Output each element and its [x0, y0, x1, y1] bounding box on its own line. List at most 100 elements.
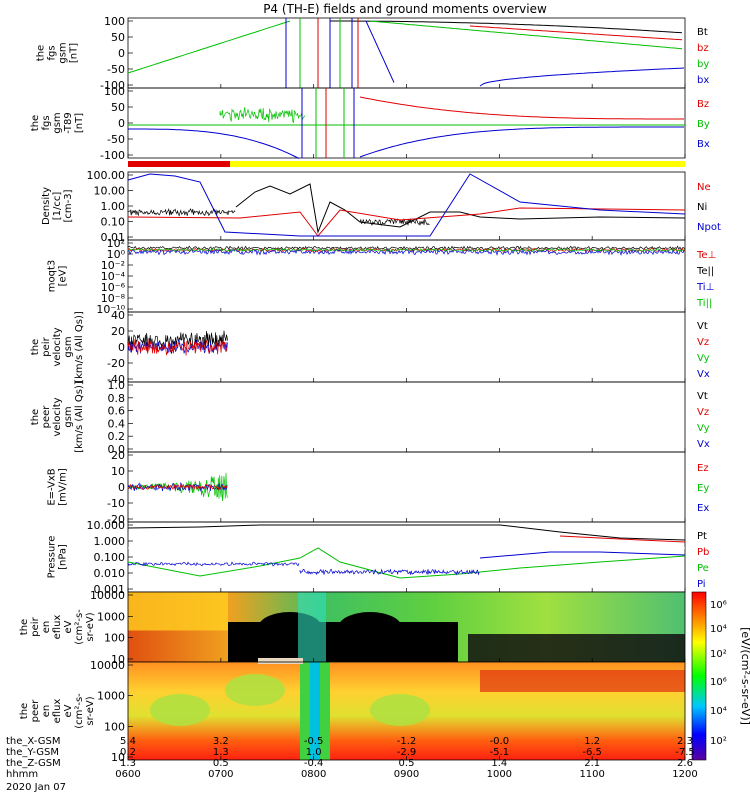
y-axis-label-line: Density: [41, 187, 52, 225]
x-tick-value-x: 5.4: [120, 736, 136, 747]
legend-by: by: [697, 59, 709, 70]
y-tick-label: 40: [111, 309, 125, 322]
y-tick-label: 1.000: [94, 535, 126, 548]
legend-Pi: Pi: [697, 579, 706, 590]
x-tick-value-y: 0.2: [120, 747, 136, 758]
colorbar-tick-label: 10⁴: [710, 624, 727, 635]
legend-Te⊥: Te⊥: [696, 250, 716, 261]
y-tick-label: 0: [118, 481, 125, 494]
y-tick-label: 100: [104, 720, 125, 733]
y-axis-label: thepeirvelocitygsm[km/s (All Qs)]: [30, 311, 85, 383]
x-tick-value-x: 1.2: [584, 736, 600, 747]
x-tick-value-t: 0600: [115, 769, 140, 780]
x-tick-value-z: 2.6: [677, 758, 693, 769]
y-axis-label-line: velocity: [52, 397, 63, 436]
electron-mode-bar: [258, 658, 303, 664]
y-axis-label-line: the: [36, 45, 47, 61]
series-Ni: [128, 209, 235, 216]
y-axis-label-line: gsm: [63, 406, 74, 427]
colorbar-tick-label: 10²: [710, 649, 727, 660]
x-tick-value-z: 0.5: [213, 758, 229, 769]
legend-Bz: Bz: [697, 99, 709, 110]
colorbar-tick-label: 10⁶: [710, 600, 727, 611]
y-axis-label-line: moqt3: [47, 260, 58, 293]
y-tick-label: 0.100: [94, 551, 126, 564]
legend-Pb: Pb: [697, 547, 709, 558]
y-tick-label: 10.000: [87, 519, 126, 532]
legend-Pe: Pe: [697, 563, 709, 574]
y-axis-label-line: eV: [63, 704, 74, 717]
ion-dark-region-1: [338, 612, 402, 644]
y-axis-label-line: peir: [41, 336, 52, 356]
y-axis-label-line: velocity: [52, 327, 63, 366]
series-bx: [480, 68, 684, 86]
colorbar: 10⁶ 10⁴ 10² 10⁶ 10⁴ 10² [eV/(cm²-s-sr-eV)]: [692, 592, 750, 760]
y-tick-label: 20: [111, 449, 125, 462]
mode-bar-yellow: [230, 161, 685, 167]
series-Npot: [128, 174, 685, 236]
legend-Vx: Vx: [697, 439, 710, 450]
y-axis-label-line: [nT]: [74, 113, 85, 133]
x-row-label: the_Z-GSM: [6, 758, 61, 769]
y-tick-label: 20: [111, 325, 125, 338]
y-axis-label-line: fgs: [47, 45, 58, 60]
y-axis-label-line: the: [30, 115, 41, 131]
y-axis-label-line: the: [19, 703, 30, 719]
series-By-noise: [220, 107, 305, 122]
y-tick-label: -100: [100, 149, 125, 162]
legend-Ey: Ey: [697, 483, 709, 494]
y-axis-label-line: peer: [41, 405, 52, 429]
y-tick-label: 0.10: [101, 216, 126, 229]
legend-Npot: Npot: [697, 222, 721, 233]
y-axis-label-line: gsm: [58, 42, 69, 63]
y-tick-label: 50: [111, 101, 125, 114]
y-axis-label: E=-VxB[mV/m]: [47, 468, 69, 506]
panel-peir_en: 10000 1000 100 10 thepeirenefluxeV(cm²-s-sr-…: [19, 589, 685, 666]
y-axis-label-line: E=-VxB: [47, 468, 58, 505]
panel-frame: [128, 382, 685, 452]
y-tick-label: 1.0: [108, 379, 126, 392]
y-axis-label-line: the: [30, 409, 41, 425]
legend-Te||: Te||: [696, 266, 714, 277]
y-axis-label-line: [km/s (All Qs)]: [74, 311, 85, 383]
legend-Vt: Vt: [697, 391, 708, 402]
panel-frame: [128, 88, 685, 158]
mode-bar-red: [128, 161, 230, 167]
x-tick-value-x: 3.2: [213, 736, 229, 747]
y-tick-label: 100: [104, 15, 125, 28]
x-tick-value-t: 0900: [394, 769, 419, 780]
y-axis-label-line: eflux: [52, 615, 63, 640]
y-tick-label: 10000: [90, 659, 125, 672]
y-axis-label-line: sr-eV): [85, 612, 96, 641]
panel-fgs_delta: 100 50 0 -50 -100 thefgsgsm-T89[nT] Bz By Bx: [30, 85, 710, 162]
series-gap: [128, 548, 685, 549]
series-Bx-2: [360, 127, 684, 157]
y-tick-label: 10.00: [94, 185, 126, 198]
colorbar-tick-label: 10⁴: [710, 706, 727, 717]
x-tick-value-t: 1200: [672, 769, 697, 780]
x-tick-value-z: 2.1: [584, 758, 600, 769]
y-axis-label-line: [mV/m]: [58, 468, 69, 506]
legend-By: By: [697, 119, 710, 130]
y-tick-label: 50: [111, 31, 125, 44]
series-bx-curve: [366, 21, 394, 83]
series-Ni-noise: [360, 219, 430, 225]
y-tick-label: 0.010: [94, 567, 126, 580]
panel-frame: [128, 18, 685, 88]
y-axis-label-line: gsm: [52, 112, 63, 133]
y-axis-label-line: -T89: [63, 112, 74, 134]
y-tick-label: 100.00: [87, 169, 126, 182]
series-Ni-2: [236, 184, 685, 232]
legend-Vz: Vz: [697, 407, 709, 418]
y-axis-label-line: gsm: [63, 336, 74, 357]
y-axis-label-line: [km/s (All Qs)]: [74, 381, 85, 453]
x-tick-value-z: 1.3: [120, 758, 136, 769]
x-tick-value-x: 2.3: [677, 736, 693, 747]
colorbar-label: [eV/(cm²-s-sr-eV)]: [739, 627, 750, 725]
y-axis-label-line: the: [19, 619, 30, 635]
x-tick-value-z: 0.5: [399, 758, 415, 769]
y-tick-label: 0.8: [108, 392, 126, 405]
y-tick-label: 0: [118, 47, 125, 60]
y-tick-label: 1.00: [101, 200, 126, 213]
x-tick-value-x: -1.2: [397, 736, 417, 747]
